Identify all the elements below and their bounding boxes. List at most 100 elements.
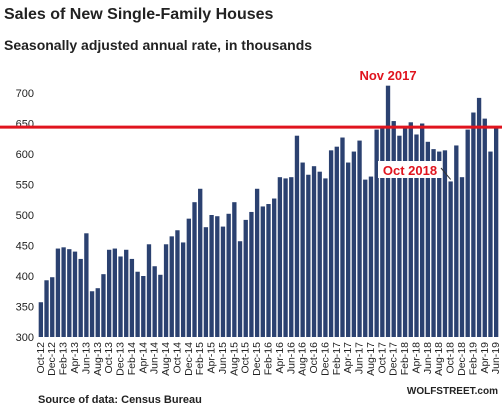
x-tick-label: Apr-19: [479, 342, 491, 374]
bar: [141, 276, 146, 337]
bar: [294, 135, 300, 337]
bar: [61, 247, 66, 337]
bar: [163, 244, 169, 337]
bar: [249, 211, 254, 337]
x-tick-label: Oct-13: [103, 342, 115, 374]
bar: [112, 248, 117, 337]
y-tick-label: 700: [16, 88, 34, 100]
bar: [67, 249, 72, 337]
source: Source of data: Census Bureau: [38, 394, 202, 406]
x-tick-label: Apr-17: [342, 342, 354, 374]
bar: [448, 181, 453, 337]
x-tick-label: Oct-12: [35, 342, 47, 374]
bar: [385, 85, 391, 338]
bar: [146, 244, 152, 337]
bar: [391, 121, 396, 337]
bar: [152, 266, 157, 337]
bar: [180, 242, 186, 337]
bar: [437, 151, 442, 337]
bar: [459, 177, 465, 337]
bar: [351, 151, 357, 337]
x-tick-label: Apr-13: [69, 342, 81, 374]
x-tick-label: Jun-15: [217, 342, 229, 374]
y-tick-label: 400: [16, 271, 34, 283]
bar: [192, 202, 197, 337]
bar: [311, 166, 317, 337]
y-tick-label: 350: [16, 302, 34, 314]
x-tick-label: Dec-17: [388, 342, 400, 376]
x-tick-label: Aug-14: [160, 342, 172, 376]
x-tick-label: Feb-18: [399, 342, 411, 375]
bar: [368, 176, 374, 337]
x-tick-label: Oct-17: [376, 342, 388, 374]
bar: [374, 129, 379, 337]
x-tick-label: Feb-14: [126, 342, 138, 375]
bar: [431, 149, 436, 337]
x-tick-label: Jun-13: [80, 342, 92, 374]
bar: [55, 248, 61, 337]
bar: [283, 178, 288, 337]
x-tick-label: Aug-13: [92, 342, 104, 376]
bar: [380, 126, 385, 337]
x-tick-label: Oct-18: [445, 342, 457, 374]
bar: [306, 174, 311, 337]
bar: [300, 162, 305, 337]
bar: [476, 97, 482, 337]
y-tick-label: 650: [16, 119, 34, 131]
x-tick-label: Aug-16: [297, 342, 309, 376]
bar: [328, 150, 334, 337]
bar: [277, 177, 283, 337]
bar: [232, 202, 237, 337]
x-tick-label: Dec-12: [46, 342, 58, 376]
bar: [289, 177, 294, 337]
bar: [243, 219, 248, 337]
x-tick-label: Oct-14: [171, 342, 183, 374]
bar: [226, 213, 231, 337]
bar: [203, 227, 209, 337]
bar: [272, 198, 277, 337]
x-tick-label: Jun-14: [149, 342, 161, 374]
x-tick-label: Dec-13: [115, 342, 127, 376]
bar: [488, 151, 493, 337]
bar: [135, 271, 140, 337]
x-tick-label: Dec-18: [456, 342, 468, 376]
bar: [317, 171, 322, 337]
annotation: Oct 2018: [383, 163, 437, 178]
bar: [209, 215, 214, 337]
bar: [442, 150, 448, 337]
x-tick-label: Apr-16: [274, 342, 286, 374]
bar: [44, 280, 49, 337]
bar: [482, 118, 487, 338]
bar: [340, 137, 345, 337]
bar: [198, 188, 203, 337]
y-tick-label: 600: [16, 149, 34, 161]
bar: [408, 122, 413, 337]
x-tick-label: Feb-19: [467, 342, 479, 375]
bar: [95, 288, 100, 337]
bar: [260, 206, 265, 337]
x-tick-label: Aug-15: [228, 342, 240, 376]
bar: [346, 162, 351, 337]
bar: [254, 188, 260, 337]
y-tick-label: 450: [16, 241, 34, 253]
credit: WOLFSTREET.com: [407, 386, 498, 397]
bar: [129, 258, 135, 337]
bar: [158, 274, 163, 337]
x-tick-label: Dec-15: [251, 342, 263, 376]
bar: [186, 218, 191, 337]
bar: [106, 249, 112, 337]
bar: [402, 127, 408, 337]
y-tick-label: 550: [16, 180, 34, 192]
annotation-bg: [378, 161, 442, 178]
x-tick-label: Jun-18: [422, 342, 434, 374]
x-tick-label: Jun-19: [490, 342, 502, 374]
bar: [465, 129, 470, 337]
bar: [323, 178, 328, 337]
x-tick-label: Apr-14: [137, 342, 149, 374]
bar: [471, 112, 476, 338]
bar: [169, 236, 174, 337]
bar: [420, 123, 425, 337]
x-tick-label: Feb-15: [194, 342, 206, 375]
x-tick-label: Feb-17: [331, 342, 343, 375]
